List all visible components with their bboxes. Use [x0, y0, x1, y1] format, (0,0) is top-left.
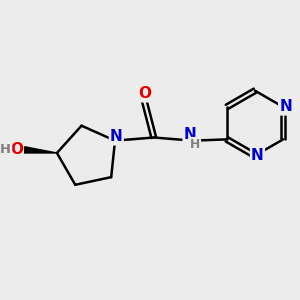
- Text: H: H: [190, 138, 200, 151]
- Text: O: O: [10, 142, 23, 158]
- Text: N: N: [251, 148, 264, 163]
- Text: N: N: [184, 127, 196, 142]
- Text: O: O: [138, 86, 151, 101]
- Text: N: N: [110, 129, 123, 144]
- Text: H: H: [0, 143, 11, 156]
- Polygon shape: [24, 147, 57, 153]
- Text: N: N: [279, 99, 292, 114]
